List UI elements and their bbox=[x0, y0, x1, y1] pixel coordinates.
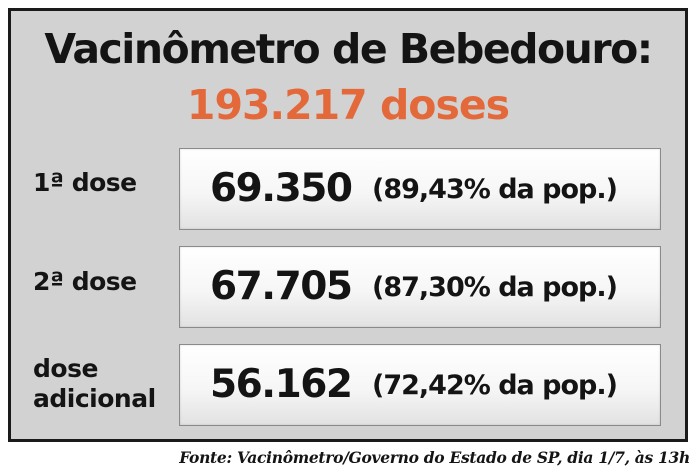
vaccine-panel: Vacinômetro de Bebedouro: 193.217 doses … bbox=[8, 8, 688, 442]
row-label-first-dose: 1ª dose bbox=[33, 168, 137, 198]
row-label-text: dose bbox=[33, 354, 98, 383]
dose-count: 56.162 bbox=[210, 362, 353, 407]
row-box-second-dose: 67.705 (87,30% da pop.) bbox=[179, 246, 661, 328]
row-box-first-dose: 69.350 (89,43% da pop.) bbox=[179, 148, 661, 230]
dose-count: 67.705 bbox=[210, 264, 353, 309]
row-label-text: 1ª dose bbox=[33, 168, 137, 197]
row-box-additional-dose: 56.162 (72,42% da pop.) bbox=[179, 344, 661, 426]
row-label-text: 2ª dose bbox=[33, 267, 137, 296]
dose-count: 69.350 bbox=[210, 166, 353, 211]
population-percent: (87,30% da pop.) bbox=[372, 272, 618, 303]
row-label-second-dose: 2ª dose bbox=[33, 267, 137, 297]
total-doses: 193.217 doses bbox=[186, 81, 510, 129]
population-percent: (89,43% da pop.) bbox=[372, 174, 618, 205]
population-percent: (72,42% da pop.) bbox=[372, 370, 618, 401]
panel-title: Vacinômetro de Bebedouro: bbox=[44, 25, 653, 73]
row-label-additional-dose: dose adicional bbox=[33, 354, 156, 414]
row-label-text-second-line: adicional bbox=[33, 384, 156, 413]
source-caption: Fonte: Vacinômetro/Governo do Estado de … bbox=[179, 448, 690, 467]
